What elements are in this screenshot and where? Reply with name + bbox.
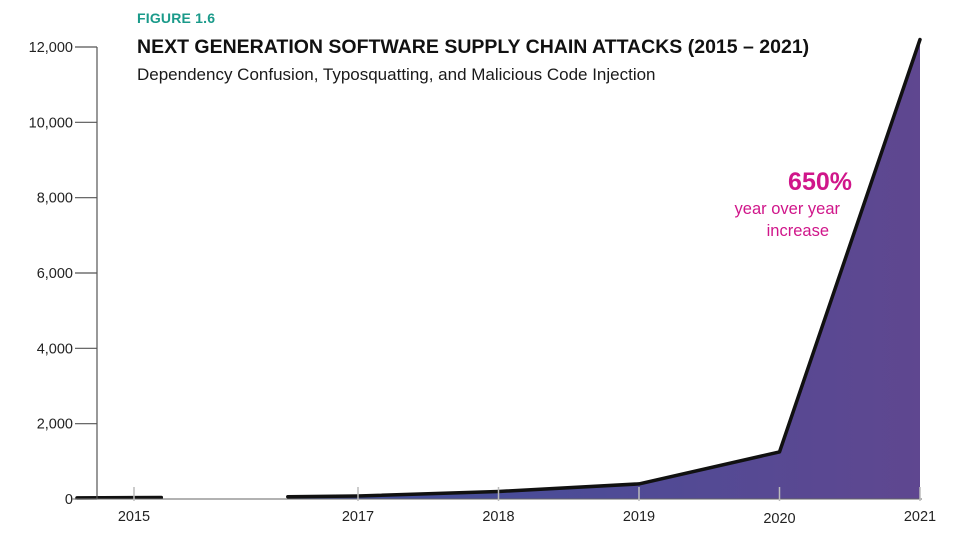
callout-percentage: 650% (788, 168, 852, 196)
callout-line-1: year over year (734, 200, 840, 218)
series-lines (75, 37, 922, 500)
area-segment-1 (287, 39, 920, 499)
x-tick-label-5: 2021 (904, 509, 936, 525)
x-axis: 2015 2017 2018 2019 2020 2021 (72, 487, 936, 527)
x-tick-label-0: 2015 (118, 509, 150, 525)
area-fills (77, 39, 920, 499)
x-tick-label-2: 2018 (482, 509, 514, 525)
y-tick-label-2: 4,000 (37, 341, 73, 357)
chart-subtitle: Dependency Confusion, Typosquatting, and… (137, 65, 656, 84)
x-tick-label-4: 2020 (763, 511, 795, 527)
chart-title: NEXT GENERATION SOFTWARE SUPPLY CHAIN AT… (137, 36, 810, 58)
callout-line-2: increase (766, 222, 829, 240)
y-tick-label-1: 2,000 (37, 417, 73, 433)
y-axis: 0 2,000 4,000 6,000 8,000 10,000 12,000 (29, 40, 98, 508)
x-tick-label-3: 2019 (623, 509, 655, 525)
y-tick-label-4: 8,000 (37, 191, 73, 207)
y-tick-label-3: 6,000 (37, 266, 73, 282)
series-line-segment-1 (286, 37, 922, 499)
y-tick-label-0: 0 (65, 492, 73, 508)
x-tick-label-1: 2017 (342, 509, 374, 525)
y-tick-label-5: 10,000 (29, 115, 73, 131)
y-tick-label-6: 12,000 (29, 40, 73, 56)
figure-label: FIGURE 1.6 (137, 10, 216, 26)
